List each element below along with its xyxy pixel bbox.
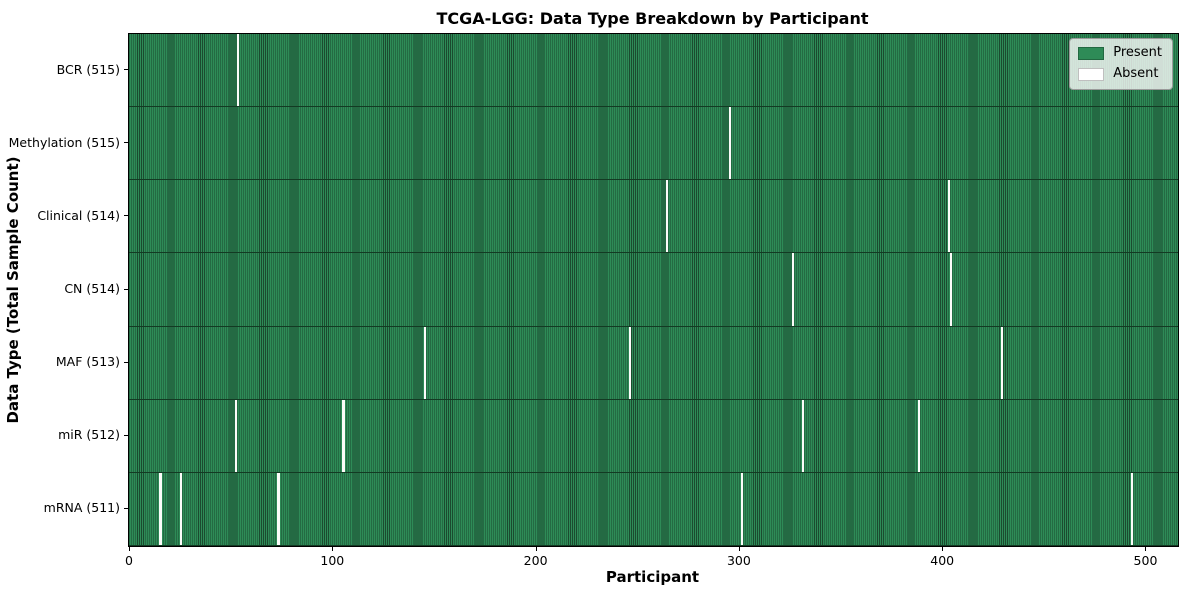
absent-marker <box>628 326 632 399</box>
x-tick-mark <box>332 547 334 551</box>
absent-marker <box>917 399 920 472</box>
absent-marker <box>159 472 162 545</box>
y-tick-label: Clinical (514) <box>37 207 120 223</box>
heatmap-row-CN <box>129 253 1178 327</box>
chart-title: TCGA-LGG: Data Type Breakdown by Partici… <box>436 9 869 28</box>
legend: Present Absent <box>1069 38 1173 90</box>
y-tick-label: mRNA (511) <box>43 500 120 516</box>
x-tick-mark <box>129 547 131 551</box>
y-tick-mark <box>124 507 128 509</box>
x-tick-mark <box>1145 547 1147 551</box>
legend-entry-absent: Absent <box>1078 67 1162 81</box>
x-tick-label: 500 <box>1133 553 1158 568</box>
legend-entry-present: Present <box>1078 46 1162 60</box>
absent-marker <box>179 472 182 545</box>
absent-marker <box>234 399 237 472</box>
y-tick-mark <box>124 142 128 144</box>
plot-area: Present Absent <box>128 33 1179 547</box>
x-tick-label: 0 <box>125 553 133 568</box>
y-tick-label: miR (512) <box>58 427 120 443</box>
absent-marker <box>277 472 280 545</box>
heatmap-row-mRNA <box>129 472 1178 546</box>
legend-swatch-present <box>1078 46 1105 60</box>
absent-marker <box>948 180 951 253</box>
absent-marker <box>950 253 953 326</box>
legend-swatch-absent <box>1078 67 1105 81</box>
absent-marker <box>740 472 744 545</box>
y-tick-mark <box>124 215 128 217</box>
y-tick-mark <box>124 434 128 436</box>
y-tick-mark <box>124 288 128 290</box>
y-tick-label: BCR (515) <box>56 61 120 77</box>
absent-marker <box>801 399 805 472</box>
absent-marker <box>236 34 239 107</box>
heatmap-row-Clinical <box>129 180 1178 254</box>
x-tick-label: 200 <box>523 553 548 568</box>
x-tick-label: 400 <box>930 553 955 568</box>
y-tick-mark <box>124 69 128 71</box>
legend-label: Present <box>1113 45 1162 60</box>
x-tick-label: 100 <box>320 553 345 568</box>
y-tick-mark <box>124 361 128 363</box>
absent-marker <box>423 326 426 399</box>
absent-marker <box>1001 326 1004 399</box>
absent-marker <box>791 253 794 326</box>
heatmap-row-MAF <box>129 326 1178 400</box>
x-tick-mark <box>942 547 944 551</box>
absent-marker <box>665 180 668 253</box>
absent-marker <box>342 399 345 472</box>
heatmap-row-miR <box>129 399 1178 473</box>
legend-label: Absent <box>1113 66 1159 81</box>
x-tick-mark <box>738 547 740 551</box>
y-tick-label: MAF (513) <box>55 354 120 370</box>
y-tick-label: CN (514) <box>64 281 120 296</box>
absent-marker <box>728 107 731 180</box>
heatmap-row-BCR <box>129 34 1178 108</box>
x-tick-label: 300 <box>726 553 751 568</box>
x-tick-mark <box>535 547 537 551</box>
x-axis-label: Participant <box>605 568 700 586</box>
y-tick-label: Methylation (515) <box>8 134 120 150</box>
heatmap-row-Methylation <box>129 107 1178 181</box>
absent-marker <box>1131 472 1134 545</box>
